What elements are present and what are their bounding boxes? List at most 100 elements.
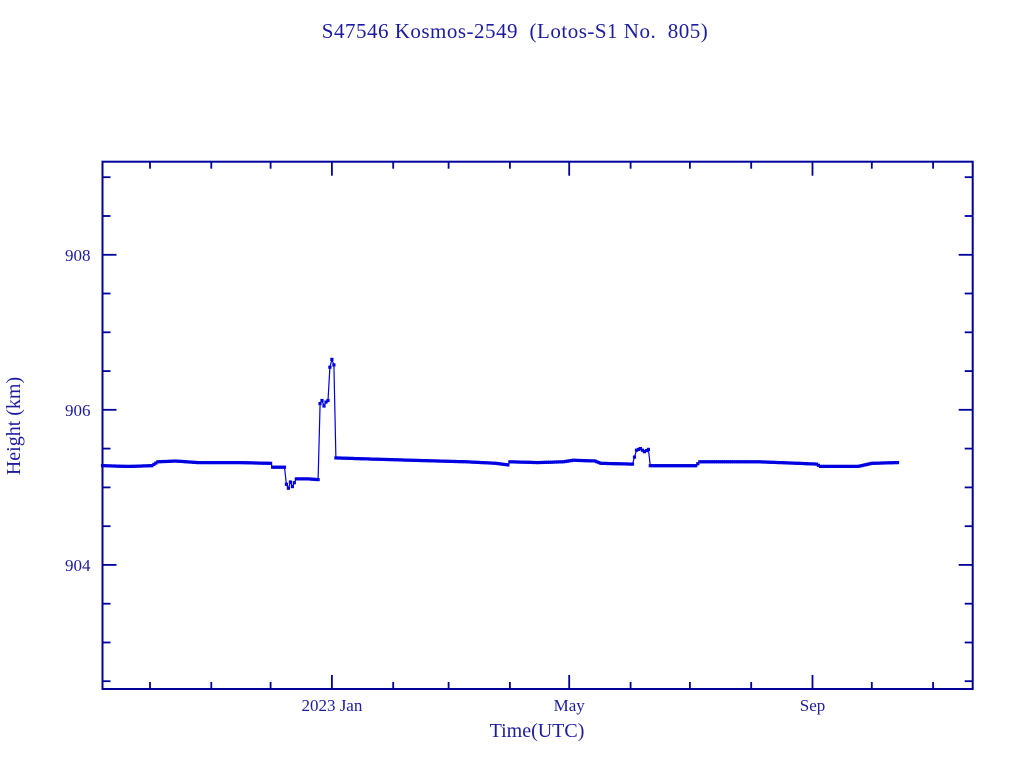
data-point bbox=[696, 462, 700, 466]
data-point bbox=[846, 464, 850, 468]
data-point bbox=[553, 460, 557, 464]
data-point bbox=[690, 464, 694, 468]
data-point bbox=[799, 461, 803, 465]
data-point bbox=[589, 459, 593, 463]
data-point bbox=[852, 464, 856, 468]
data-point bbox=[858, 464, 862, 468]
data-point bbox=[543, 460, 548, 464]
data-point bbox=[162, 459, 166, 464]
data-point bbox=[810, 462, 815, 466]
data-point bbox=[688, 464, 692, 468]
data-point bbox=[729, 460, 733, 464]
data-point bbox=[306, 477, 310, 481]
data-point bbox=[237, 461, 241, 465]
data-point bbox=[597, 461, 601, 465]
data-point bbox=[708, 460, 712, 464]
data-point bbox=[854, 464, 858, 468]
data-point bbox=[625, 462, 629, 466]
data-point bbox=[249, 461, 253, 465]
data-point bbox=[251, 461, 255, 465]
data-point bbox=[603, 461, 607, 465]
data-point bbox=[585, 459, 589, 463]
data-point bbox=[136, 464, 140, 468]
data-point bbox=[225, 461, 229, 465]
data-point bbox=[702, 460, 706, 464]
data-point bbox=[540, 460, 544, 465]
data-point bbox=[172, 459, 176, 463]
data-point bbox=[822, 464, 826, 468]
data-point bbox=[294, 477, 298, 481]
data-point bbox=[284, 482, 288, 486]
data-point bbox=[379, 457, 383, 461]
data-point bbox=[496, 462, 500, 466]
data-point bbox=[340, 456, 344, 460]
data-point bbox=[500, 462, 504, 466]
data-point bbox=[599, 461, 603, 465]
data-point bbox=[217, 461, 221, 465]
data-point bbox=[425, 459, 429, 463]
data-point bbox=[638, 447, 642, 451]
data-point bbox=[615, 462, 619, 466]
data-point bbox=[104, 464, 109, 468]
data-point bbox=[221, 461, 225, 465]
data-point bbox=[314, 477, 318, 482]
data-point bbox=[820, 464, 824, 468]
data-point bbox=[385, 457, 389, 462]
data-point bbox=[619, 462, 623, 466]
data-point bbox=[575, 458, 579, 462]
data-point bbox=[836, 464, 840, 468]
data-point bbox=[741, 460, 745, 464]
data-point bbox=[454, 459, 459, 464]
data-point bbox=[866, 462, 870, 466]
data-point bbox=[429, 459, 433, 463]
data-point bbox=[263, 461, 267, 465]
data-point bbox=[435, 459, 439, 463]
data-point bbox=[391, 458, 395, 462]
data-point bbox=[508, 460, 512, 464]
data-point bbox=[146, 464, 150, 468]
data-point bbox=[322, 404, 326, 408]
data-point bbox=[174, 459, 178, 463]
data-point bbox=[642, 450, 646, 454]
data-point bbox=[427, 459, 431, 463]
data-point bbox=[316, 478, 320, 482]
data-point bbox=[771, 460, 775, 464]
data-point bbox=[310, 477, 314, 481]
data-point bbox=[215, 461, 219, 465]
data-point bbox=[320, 398, 324, 403]
data-point bbox=[660, 464, 664, 468]
data-point bbox=[526, 460, 530, 464]
data-point bbox=[658, 464, 662, 468]
data-point bbox=[108, 464, 112, 468]
data-point bbox=[423, 459, 427, 463]
data-point bbox=[797, 461, 801, 465]
data-point bbox=[261, 461, 265, 465]
data-point bbox=[895, 461, 900, 465]
data-point bbox=[530, 460, 534, 464]
data-point bbox=[330, 357, 334, 361]
data-point bbox=[514, 460, 518, 464]
data-point bbox=[524, 460, 528, 464]
data-point bbox=[583, 459, 587, 463]
data-point bbox=[201, 461, 205, 465]
data-point bbox=[725, 460, 730, 464]
data-point bbox=[777, 461, 781, 465]
data-point bbox=[452, 459, 457, 464]
data-point bbox=[106, 464, 110, 468]
data-point bbox=[300, 477, 304, 481]
data-point bbox=[360, 457, 364, 461]
data-point bbox=[528, 460, 532, 464]
data-point bbox=[686, 464, 690, 468]
data-point bbox=[362, 457, 366, 461]
data-point bbox=[112, 464, 116, 468]
series-markers bbox=[100, 357, 900, 490]
data-point bbox=[662, 464, 666, 468]
data-point bbox=[795, 461, 799, 465]
data-point bbox=[451, 459, 455, 463]
data-point bbox=[100, 464, 105, 468]
data-point bbox=[338, 456, 342, 460]
data-point bbox=[785, 461, 789, 465]
data-point bbox=[354, 457, 358, 461]
data-point bbox=[682, 464, 686, 468]
data-point bbox=[393, 458, 397, 462]
